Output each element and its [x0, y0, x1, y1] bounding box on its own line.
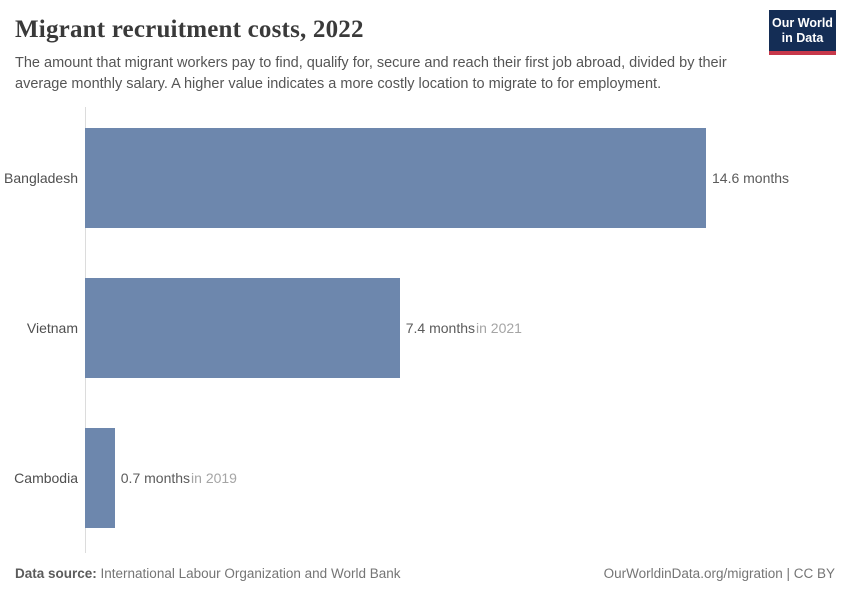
page-title: Migrant recruitment costs, 2022 — [15, 16, 364, 43]
plot-area: Bangladesh 14.6 months Vietnam 7.4 months in… — [0, 107, 850, 553]
data-source-label: Data source: — [15, 566, 97, 581]
value-label-group: 14.6 months — [712, 170, 789, 186]
value-label: 0.7 months — [120, 470, 191, 486]
value-bar[interactable] — [85, 128, 706, 228]
bar-row: Bangladesh 14.6 months — [0, 128, 850, 228]
category-label: Bangladesh — [4, 170, 78, 186]
chart-footer: Data source: International Labour Organi… — [15, 566, 835, 581]
bar-track: 7.4 months in 2021 — [85, 278, 850, 378]
value-bar[interactable] — [85, 428, 115, 528]
license-note[interactable]: OurWorldinData.org/migration | CC BY — [603, 566, 835, 581]
owid-logo-line1: Our World — [772, 16, 833, 30]
value-label-group: 0.7 months in 2019 — [121, 470, 237, 486]
time-notice-label: in 2019 — [191, 470, 237, 486]
bar-row: Cambodia 0.7 months in 2019 — [0, 428, 850, 528]
value-label: 7.4 months — [405, 320, 476, 336]
data-source-note: Data source: International Labour Organi… — [15, 566, 400, 581]
category-label: Vietnam — [26, 320, 78, 336]
data-source-value: International Labour Organization and Wo… — [96, 566, 401, 581]
bar-row: Vietnam 7.4 months in 2021 — [0, 278, 850, 378]
chart-header: Migrant recruitment costs, 2022 The amou… — [15, 16, 835, 95]
category-label: Cambodia — [14, 470, 78, 486]
owid-logo-line2: in Data — [781, 31, 824, 45]
bar-track: 0.7 months in 2019 — [85, 428, 850, 528]
value-label: 14.6 months — [712, 170, 790, 186]
owid-logo[interactable]: Our World in Data — [769, 10, 836, 55]
time-notice-label: in 2021 — [476, 320, 522, 336]
value-label-group: 7.4 months in 2021 — [406, 320, 522, 336]
bar-track: 14.6 months — [85, 128, 850, 228]
value-bar[interactable] — [85, 278, 400, 378]
page-subtitle: The amount that migrant workers pay to f… — [15, 55, 727, 93]
bar-rows-container: Bangladesh 14.6 months Vietnam 7.4 months in… — [0, 128, 850, 528]
